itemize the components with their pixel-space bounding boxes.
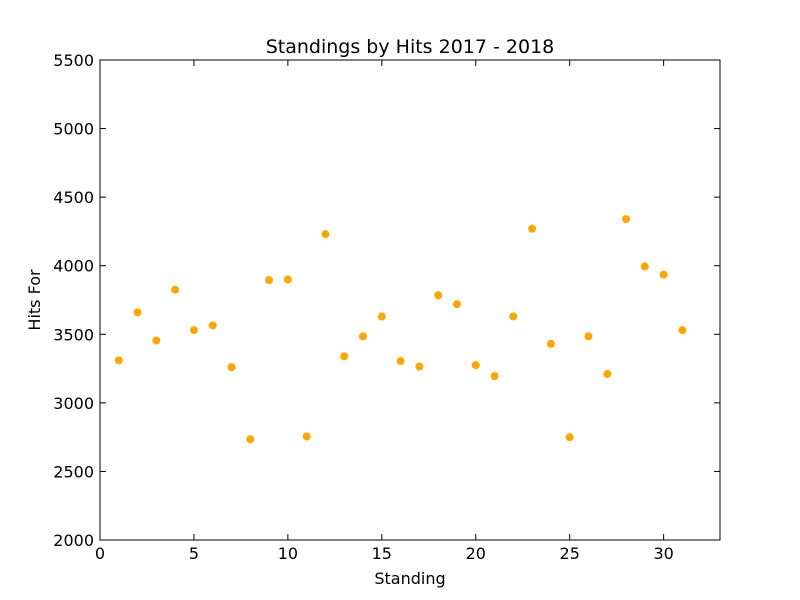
x-tick-label: 25 (560, 544, 580, 563)
x-tick-label: 10 (278, 544, 298, 563)
x-tick-label: 0 (95, 544, 105, 563)
y-axis-label: Hits For (25, 269, 44, 331)
y-tick-label: 3500 (53, 325, 94, 344)
x-axis-label: Standing (374, 569, 445, 588)
chart-title: Standings by Hits 2017 - 2018 (266, 36, 555, 58)
scatter-point (471, 361, 480, 370)
scatter-point (622, 215, 631, 224)
scatter-point (265, 276, 274, 285)
scatter-point (584, 332, 593, 341)
x-tick-label: 20 (466, 544, 486, 563)
scatter-point (340, 352, 349, 361)
scatter-point (283, 275, 292, 284)
y-tick-label: 2000 (53, 531, 94, 550)
scatter-point (603, 370, 612, 379)
y-tick-label: 4500 (53, 188, 94, 207)
scatter-point (302, 432, 311, 441)
scatter-point (377, 312, 386, 321)
scatter-point (678, 326, 687, 335)
scatter-point (546, 339, 555, 348)
y-tick-label: 2500 (53, 462, 94, 481)
scatter-point (396, 357, 405, 366)
scatter-point (659, 270, 668, 279)
data-points (114, 215, 687, 444)
scatter-point (640, 262, 649, 271)
scatter-point (133, 308, 142, 317)
scatter-point (114, 356, 123, 365)
scatter-point (565, 433, 574, 442)
x-tick-label: 30 (653, 544, 673, 563)
scatter-point (208, 321, 217, 330)
y-tick-label: 4000 (53, 257, 94, 276)
plot-area (99, 59, 721, 541)
scatter-point (452, 300, 461, 309)
scatter-point (509, 312, 518, 321)
scatter-point (321, 230, 330, 239)
scatter-point (171, 285, 180, 294)
scatter-point (189, 326, 198, 335)
scatter-point (490, 372, 499, 381)
scatter-point (434, 291, 443, 300)
scatter-point (359, 332, 368, 341)
y-tick-label: 3000 (53, 394, 94, 413)
x-tick-label: 5 (189, 544, 199, 563)
scatter-point (246, 435, 255, 444)
scatter-point (415, 362, 424, 371)
scatter-point (227, 363, 236, 372)
y-tick-label: 5000 (53, 120, 94, 139)
y-tick-label: 5500 (53, 51, 94, 70)
scatter-point (528, 224, 537, 233)
scatter-point (152, 336, 161, 345)
axis-ticks: 0 5 10 15 20 25 30 2000 2500 3000 3500 4000 4500 5000… (53, 51, 720, 563)
x-tick-label: 15 (372, 544, 392, 563)
